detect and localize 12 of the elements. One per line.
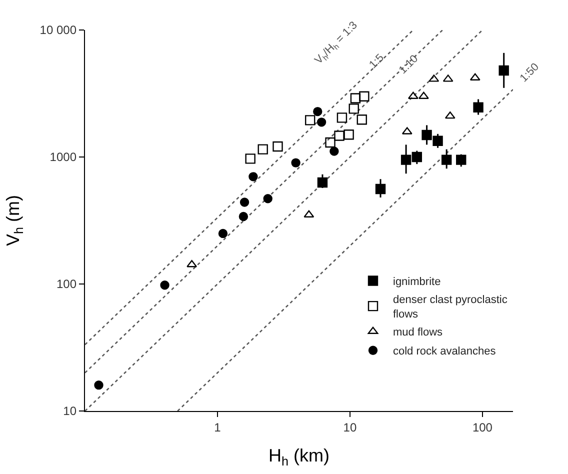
legend-label: mud flows — [393, 326, 444, 339]
legend-label: denser clast pyroclastic flows — [393, 294, 508, 321]
x-axis-title: H$_{h}$ (km) — [268, 446, 330, 468]
y-tick-label: 10 — [63, 404, 77, 418]
x-tick-label: 100 — [472, 420, 493, 434]
y-tick-label: 100 — [56, 277, 77, 292]
y-tick-label: 1000 — [50, 150, 77, 164]
y-tick-label: 10 000 — [40, 23, 77, 38]
x-tick-label: 10 — [343, 420, 357, 434]
legend-label: cold rock avalanches — [393, 346, 496, 358]
x-tick-label: 1 — [214, 420, 222, 434]
legend-label: ignimbrite — [393, 276, 441, 288]
